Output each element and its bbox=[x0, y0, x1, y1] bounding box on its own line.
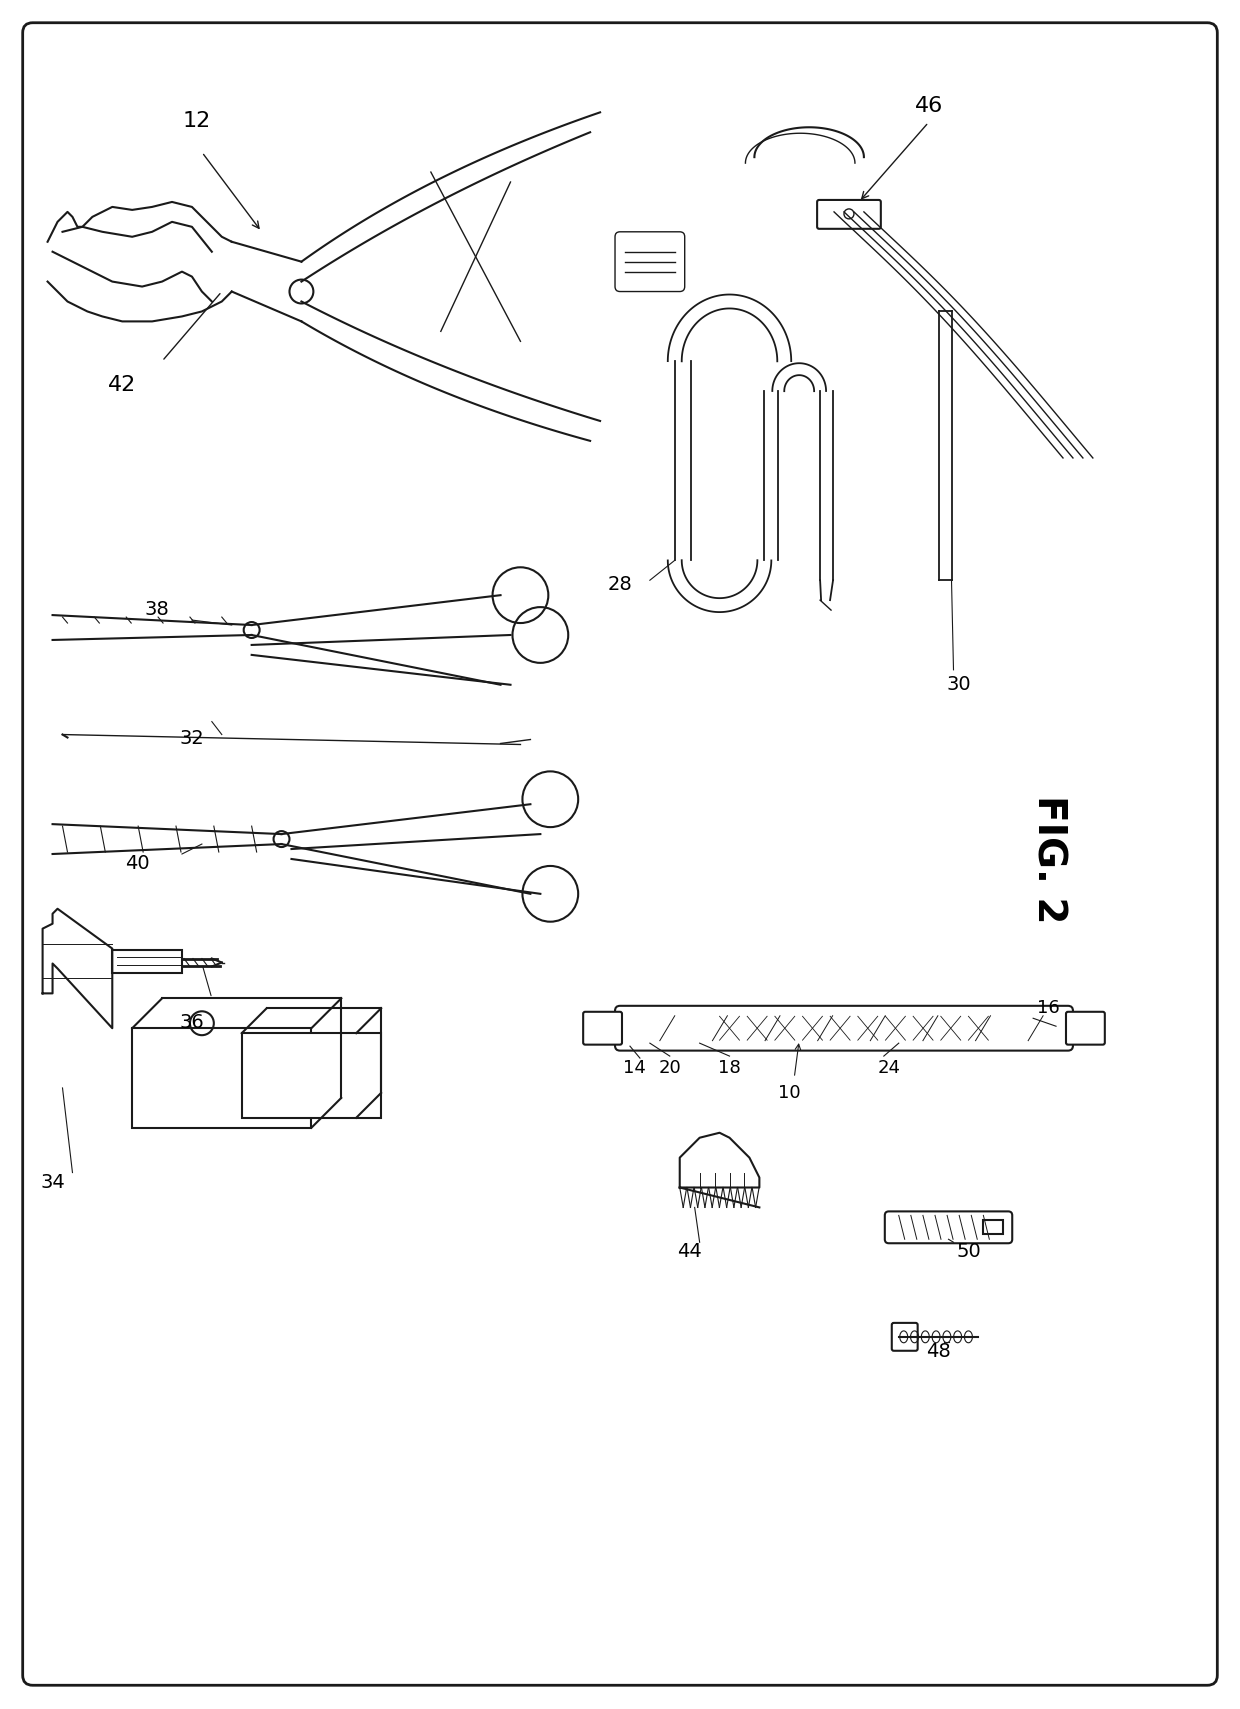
Text: 50: 50 bbox=[956, 1242, 981, 1261]
Text: 14: 14 bbox=[624, 1060, 646, 1077]
FancyBboxPatch shape bbox=[113, 950, 182, 974]
Text: 42: 42 bbox=[108, 374, 136, 395]
Text: 46: 46 bbox=[914, 96, 942, 116]
FancyBboxPatch shape bbox=[817, 200, 880, 229]
FancyBboxPatch shape bbox=[615, 232, 684, 292]
FancyBboxPatch shape bbox=[885, 1212, 1012, 1242]
Text: 20: 20 bbox=[658, 1060, 681, 1077]
Text: 12: 12 bbox=[182, 111, 211, 132]
FancyBboxPatch shape bbox=[1066, 1012, 1105, 1044]
Text: 32: 32 bbox=[180, 730, 205, 749]
FancyBboxPatch shape bbox=[583, 1012, 622, 1044]
Text: 48: 48 bbox=[926, 1342, 951, 1360]
Text: 18: 18 bbox=[718, 1060, 740, 1077]
Text: 30: 30 bbox=[946, 675, 971, 694]
Text: 10: 10 bbox=[777, 1084, 801, 1102]
Text: 36: 36 bbox=[180, 1013, 205, 1032]
FancyBboxPatch shape bbox=[242, 1034, 381, 1118]
Text: FIG. 2: FIG. 2 bbox=[1029, 795, 1068, 923]
FancyBboxPatch shape bbox=[615, 1007, 1073, 1051]
Text: 24: 24 bbox=[877, 1060, 900, 1077]
Text: 40: 40 bbox=[125, 854, 150, 873]
Text: 34: 34 bbox=[40, 1172, 64, 1191]
FancyBboxPatch shape bbox=[133, 1029, 311, 1128]
Text: 44: 44 bbox=[677, 1242, 702, 1261]
Text: 38: 38 bbox=[145, 600, 170, 619]
Text: 16: 16 bbox=[1037, 1000, 1059, 1017]
FancyBboxPatch shape bbox=[983, 1220, 1003, 1234]
Text: 28: 28 bbox=[608, 576, 632, 595]
FancyBboxPatch shape bbox=[892, 1323, 918, 1350]
